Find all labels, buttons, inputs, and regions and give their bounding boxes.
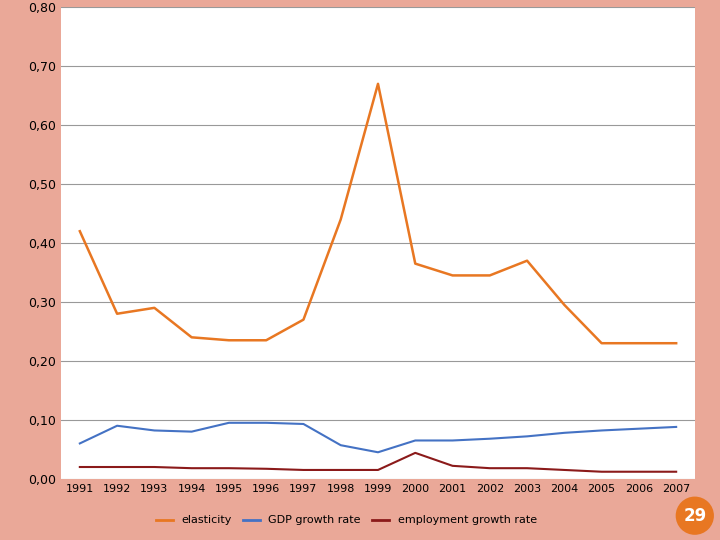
Legend: elasticity, GDP growth rate, employment growth rate: elasticity, GDP growth rate, employment …: [151, 511, 541, 530]
Text: 29: 29: [683, 507, 706, 525]
